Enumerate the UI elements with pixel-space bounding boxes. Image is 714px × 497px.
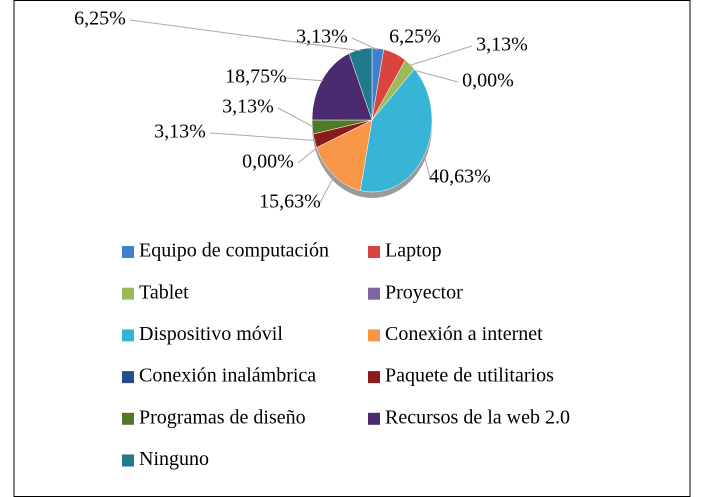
leader-line [277, 107, 314, 128]
leader-line [285, 77, 324, 82]
legend-label: Ninguno [139, 448, 209, 470]
legend-label: Tablet [139, 281, 189, 303]
data-label: 18,75% [225, 66, 287, 88]
legend-swatch [122, 454, 134, 467]
pie-slice [360, 68, 433, 193]
pie-slice [348, 47, 373, 121]
legend-label: Dispositivo móvil [139, 323, 283, 345]
legend-label: Laptop [385, 240, 442, 262]
data-label: 3,13% [296, 26, 348, 48]
legend-swatch [122, 287, 134, 300]
data-label: 6,25% [389, 26, 441, 48]
leader-line [351, 37, 378, 51]
legend-label: Conexión inalámbrica [139, 365, 316, 387]
leader-line [423, 153, 431, 179]
data-label: 15,63% [259, 191, 321, 213]
legend-swatch [122, 371, 134, 384]
legend-label: Equipo de computación [139, 240, 329, 262]
legend-label: Paquete de utilitarios [385, 365, 554, 387]
legend-swatch [122, 412, 134, 425]
legend-swatch [122, 246, 134, 258]
legend-swatch [122, 329, 134, 342]
legend-swatch [368, 246, 380, 258]
leader-line [209, 132, 316, 141]
leader-line [409, 45, 473, 66]
data-label: 0,00% [462, 70, 514, 92]
leader-line [129, 19, 361, 52]
data-label: 0,00% [242, 151, 294, 173]
legend-swatch [368, 412, 380, 425]
data-label: 3,13% [154, 121, 206, 143]
legend-label: Proyector [385, 281, 463, 303]
legend-swatch [368, 371, 380, 384]
data-label: 3,13% [476, 34, 528, 56]
data-label: 6,25% [74, 8, 126, 30]
data-label: 3,13% [222, 96, 274, 118]
pie-slice [311, 53, 373, 121]
legend-swatch [368, 287, 380, 300]
legend-label: Recursos de la web 2.0 [385, 406, 570, 428]
leader-line [319, 174, 336, 204]
legend-swatch [368, 329, 380, 342]
data-label: 40,63% [429, 166, 491, 188]
leader-line [413, 69, 459, 83]
legend-label: Programas de diseño [139, 406, 306, 428]
legend-label: Conexión a internet [385, 323, 543, 345]
leader-line [297, 146, 318, 164]
